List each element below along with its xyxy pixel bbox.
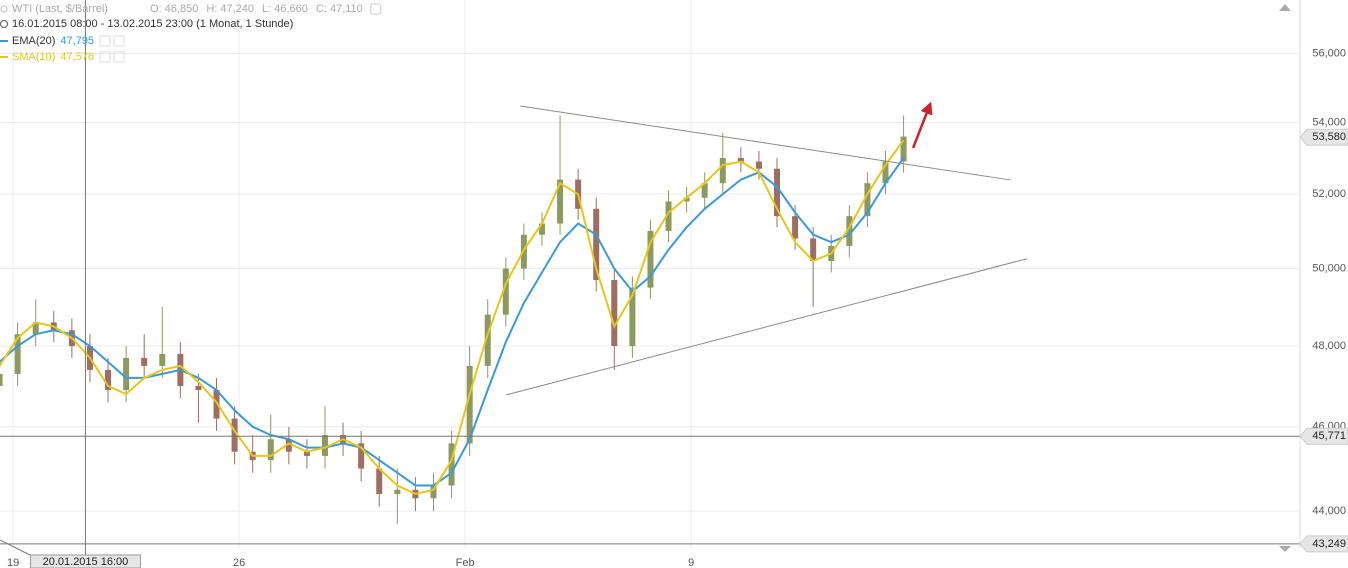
candle-body bbox=[322, 435, 328, 456]
crosshair-stub bbox=[0, 539, 31, 556]
price-marker-label: 45,771 bbox=[1312, 430, 1346, 442]
candle-body bbox=[213, 390, 220, 419]
candle-body bbox=[376, 468, 383, 494]
candle-body bbox=[303, 451, 310, 456]
price-marker-box bbox=[1299, 427, 1348, 445]
price-marker-box bbox=[1299, 128, 1348, 146]
candle-body bbox=[141, 357, 148, 366]
x-tick-label: 9 bbox=[688, 557, 694, 568]
candle-body bbox=[774, 168, 781, 217]
candle-body bbox=[792, 216, 799, 239]
legend-name: SMA(10) bbox=[12, 51, 55, 63]
y-tick-label: 50,000 bbox=[1312, 262, 1346, 274]
candle-body bbox=[611, 279, 618, 347]
header-value: H: 47,240 bbox=[206, 3, 254, 15]
y-tick-label: 48,000 bbox=[1312, 340, 1346, 352]
candle-body bbox=[701, 183, 708, 198]
subtitle: 16.01.2015 08:00 - 13.02.2015 23:00 (1 M… bbox=[12, 18, 293, 30]
header-values: O: 46,850 H: 47,240 L: 46,660 C: 47,110 bbox=[150, 3, 382, 15]
x-tick-label: 26 bbox=[233, 557, 245, 568]
candle-body bbox=[14, 334, 21, 374]
x-tick-label: 19 bbox=[7, 557, 19, 568]
crosshair-label-box bbox=[29, 554, 141, 568]
candle-body bbox=[810, 238, 817, 261]
price-marker-box bbox=[1299, 535, 1348, 553]
settings-icon[interactable] bbox=[99, 35, 111, 47]
trendline bbox=[911, 101, 933, 149]
trendline bbox=[506, 258, 1028, 396]
icon bbox=[370, 3, 382, 15]
candle-body bbox=[665, 201, 672, 231]
clock-icon bbox=[0, 20, 8, 28]
y-tick-label: 56,000 bbox=[1312, 47, 1346, 59]
indicator-line bbox=[0, 139, 905, 496]
candle-body bbox=[123, 357, 130, 391]
candle-body bbox=[846, 216, 853, 246]
candle-body bbox=[593, 208, 600, 280]
candle-body bbox=[466, 365, 473, 444]
candle-body bbox=[195, 385, 202, 391]
candle-body bbox=[755, 161, 762, 169]
candle-body bbox=[159, 353, 166, 366]
candle-body bbox=[394, 489, 401, 494]
candle-body bbox=[864, 183, 871, 217]
y-tick-label: 52,000 bbox=[1312, 188, 1346, 200]
y-tick-label: 44,000 bbox=[1312, 505, 1346, 517]
candle-body bbox=[900, 136, 907, 162]
plot bbox=[0, 101, 1028, 525]
candle-body bbox=[683, 197, 690, 202]
close-icon[interactable] bbox=[113, 35, 125, 47]
candle-body bbox=[105, 369, 112, 391]
candle-body bbox=[538, 223, 545, 235]
candle-body bbox=[285, 439, 292, 452]
header-value: L: 46,660 bbox=[262, 3, 308, 15]
icon bbox=[0, 5, 8, 13]
legend: EMA(20) 47,795 SMA(10) 47,576 bbox=[0, 35, 125, 63]
candle-body bbox=[358, 443, 365, 469]
candle-body bbox=[32, 322, 39, 335]
candle-body bbox=[647, 230, 654, 288]
price-marker-label: 43,249 bbox=[1312, 538, 1346, 550]
candle-body bbox=[737, 157, 744, 162]
close-icon[interactable] bbox=[113, 51, 125, 63]
header-value: C: 47,110 bbox=[316, 3, 363, 15]
candle-body bbox=[231, 418, 238, 452]
candle-body bbox=[484, 314, 491, 366]
candle-body bbox=[0, 373, 3, 386]
candle-body bbox=[882, 161, 889, 184]
candle-body bbox=[430, 485, 437, 499]
indicator-line bbox=[0, 157, 905, 487]
candle-body bbox=[557, 179, 564, 224]
x-tick-label: Feb bbox=[456, 557, 475, 568]
legend-value: 47,576 bbox=[60, 51, 94, 63]
scroll-up[interactable] bbox=[1279, 4, 1291, 11]
y-tick-label: 54,000 bbox=[1312, 116, 1346, 128]
price-marker-label: 53,580 bbox=[1312, 131, 1346, 143]
candle-body bbox=[502, 268, 509, 315]
settings-icon[interactable] bbox=[99, 51, 111, 63]
trendline bbox=[520, 105, 1011, 181]
scroll-down[interactable] bbox=[1279, 546, 1291, 552]
candle-body bbox=[629, 287, 636, 347]
candle-body bbox=[267, 439, 274, 461]
candle-body bbox=[448, 443, 455, 486]
legend-value: 47,795 bbox=[60, 35, 94, 47]
crosshair-label: 20.01.2015 16:00 bbox=[43, 556, 129, 568]
legend-name: EMA(20) bbox=[12, 35, 55, 47]
instrument: WTI (Last, $/Barrel) bbox=[12, 3, 108, 15]
candle-body bbox=[719, 157, 726, 184]
header-value: O: 46,850 bbox=[150, 3, 198, 15]
